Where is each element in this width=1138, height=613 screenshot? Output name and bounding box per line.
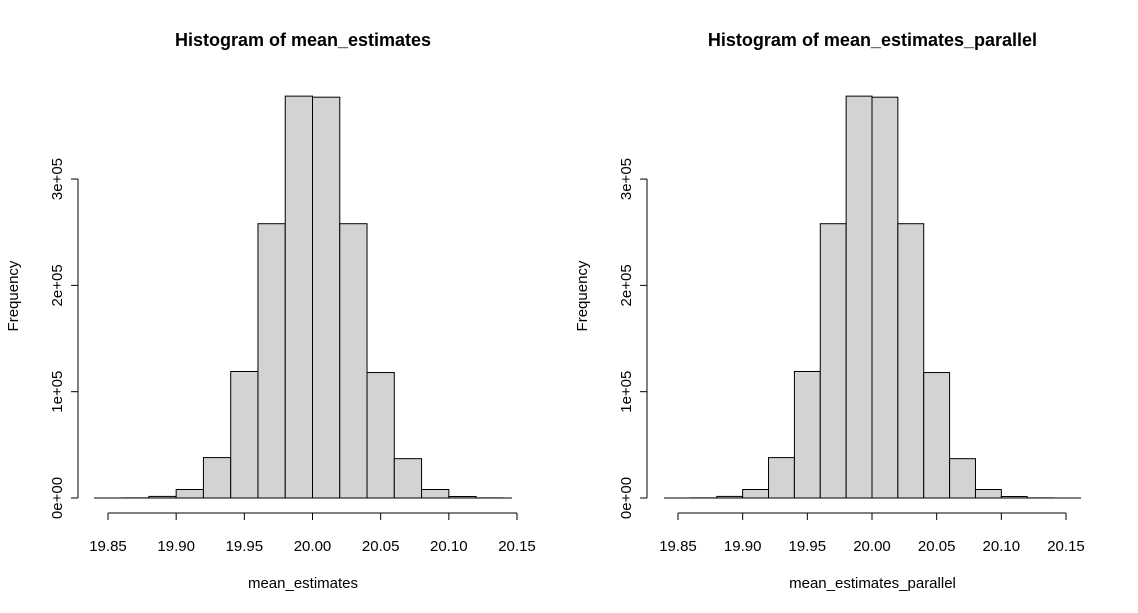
x-tick-label: 20.15	[1047, 538, 1085, 555]
x-tick-label: 19.85	[659, 538, 697, 555]
histogram-panel-2: Histogram of mean_estimates_parallel 19.8…	[574, 30, 1085, 592]
histogram-bar	[421, 488, 450, 499]
y-tick-label: 0e+00	[49, 477, 66, 519]
histogram-bar	[230, 370, 259, 499]
histogram-bar	[974, 488, 1002, 499]
histogram-bar	[312, 96, 341, 499]
chart-title: Histogram of mean_estimates_parallel	[708, 30, 1037, 50]
x-tick-label: 19.95	[226, 538, 264, 555]
x-tick-label: 20.05	[362, 538, 400, 555]
y-tick-label: 3e+05	[618, 158, 635, 200]
histogram-bar	[897, 223, 925, 499]
histogram-bar	[339, 223, 368, 499]
histogram-bars	[121, 95, 504, 499]
x-tick-label: 20.05	[918, 538, 956, 555]
x-axis-label: mean_estimates	[248, 575, 358, 592]
x-tick-label: 19.95	[789, 538, 827, 555]
x-tick-label: 19.90	[157, 538, 195, 555]
histogram-bar	[202, 457, 232, 499]
x-tick-label: 19.85	[89, 538, 127, 555]
x-tick-label: 20.00	[853, 538, 891, 555]
y-tick-label: 0e+00	[618, 477, 635, 519]
histogram-bar	[284, 95, 314, 499]
y-tick-label: 3e+05	[49, 158, 66, 200]
x-tick-label: 20.15	[498, 538, 536, 555]
histogram-bar	[923, 372, 951, 499]
histogram-bar	[742, 488, 770, 499]
x-tick-label: 20.10	[983, 538, 1021, 555]
histogram-bar	[949, 458, 976, 499]
y-tick-label: 1e+05	[618, 371, 635, 413]
histogram-bar	[819, 223, 847, 499]
y-tick-label: 2e+05	[618, 264, 635, 306]
y-axis-label: Frequency	[574, 260, 591, 331]
y-tick-label: 2e+05	[49, 264, 66, 306]
x-tick-label: 20.00	[294, 538, 332, 555]
histogram-bar	[793, 370, 821, 499]
x-axis-label: mean_estimates_parallel	[789, 575, 956, 592]
y-tick-label: 1e+05	[49, 371, 66, 413]
histogram-bar	[768, 457, 795, 499]
x-tick-label: 20.10	[430, 538, 468, 555]
chart-title: Histogram of mean_estimates	[175, 30, 431, 50]
x-tick-label: 19.90	[724, 538, 762, 555]
histogram-bar	[871, 96, 899, 499]
histogram-bar	[366, 372, 395, 499]
histogram-bars	[690, 95, 1054, 499]
y-axis-label: Frequency	[5, 260, 22, 331]
histogram-bar	[845, 95, 873, 499]
histogram-panel-1: Histogram of mean_estimates 19.85 19.90 19.…	[5, 30, 536, 592]
histogram-bar	[175, 488, 204, 499]
histogram-bar	[393, 458, 423, 499]
histogram-bar	[257, 223, 286, 499]
